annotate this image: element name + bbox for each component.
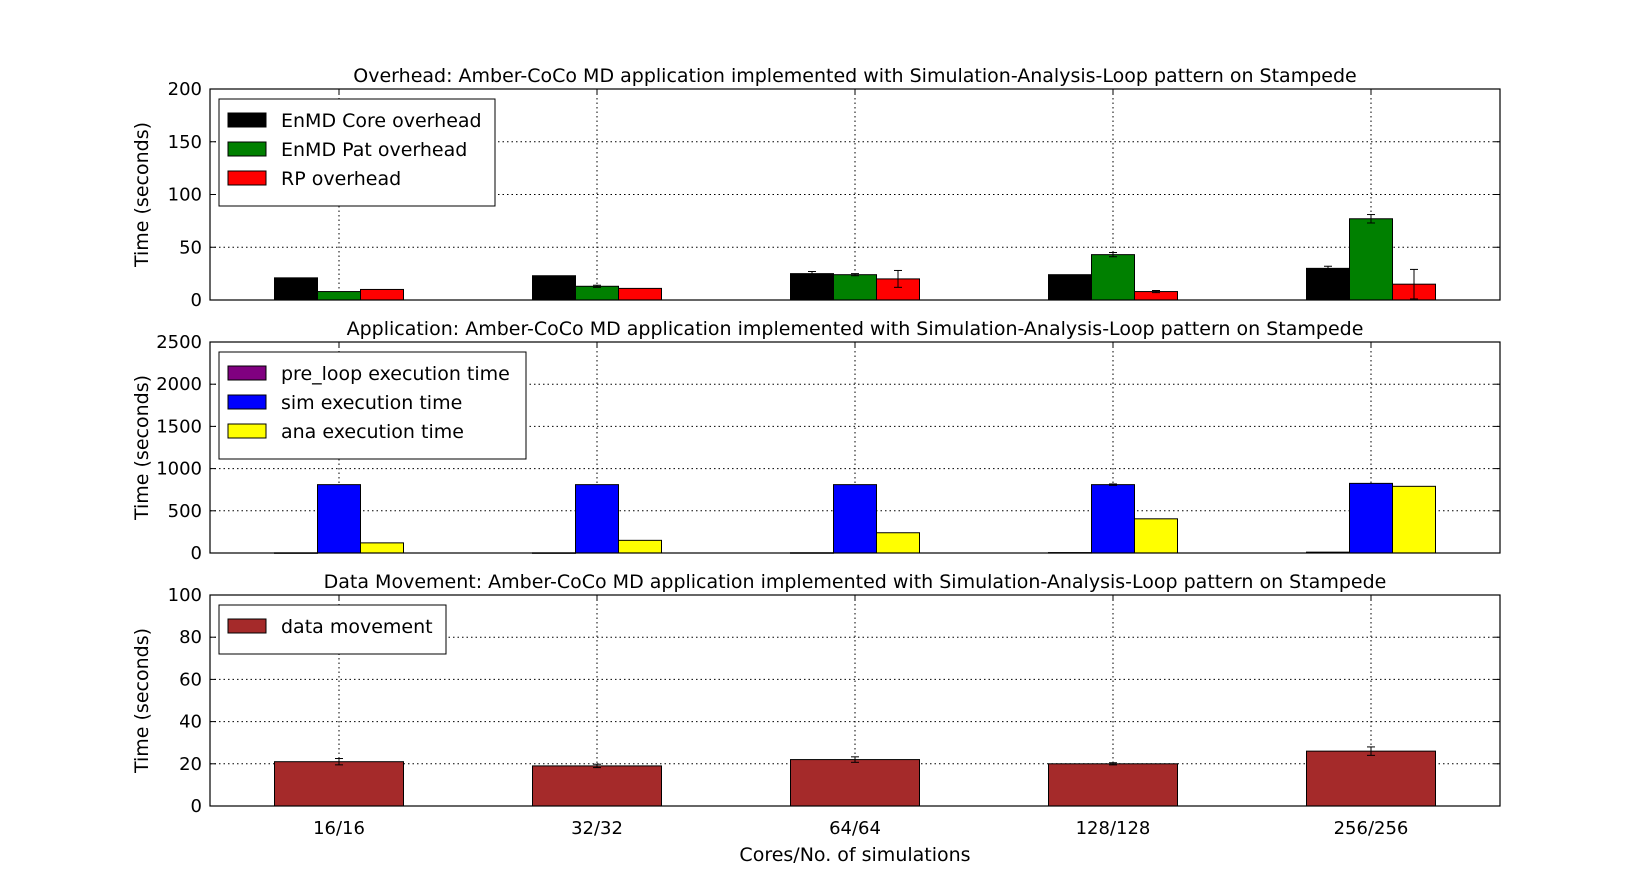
bar: [575, 285, 619, 301]
legend-label: data movement: [281, 616, 433, 638]
axes-frame: [209, 88, 1501, 301]
x-tick-label: 32/32: [571, 818, 623, 839]
chart-panel-1: 0 500 1000 1500 2000 2500 Application: Amber-C…: [131, 318, 1501, 564]
legend-swatch: [227, 170, 267, 186]
bar: [317, 291, 361, 301]
bar: [833, 274, 877, 301]
bar: [1349, 482, 1393, 554]
bar: [1392, 485, 1436, 554]
chart-title: Overhead: Amber-CoCo MD application impl…: [353, 65, 1356, 87]
bar: [360, 288, 404, 301]
y-tick-label: 0: [191, 543, 202, 564]
chart-title: Data Movement: Amber-CoCo MD application…: [324, 571, 1387, 593]
legend-swatch: [227, 365, 267, 381]
bar: [575, 484, 619, 554]
y-tick-label: 200: [168, 79, 202, 100]
y-tick-label: 40: [179, 712, 202, 733]
chart-title: Application: Amber-CoCo MD application i…: [347, 318, 1364, 340]
y-tick-label: 60: [179, 669, 202, 690]
y-tick-label: 100: [168, 585, 202, 606]
legend: EnMD Core overhead EnMD Pat overhead RP ov…: [218, 98, 496, 207]
y-axis-label: Time (seconds): [131, 375, 153, 521]
legend-label: EnMD Core overhead: [281, 110, 482, 132]
bar: [833, 484, 877, 554]
bar: [1349, 218, 1393, 301]
y-tick-label: 100: [168, 185, 202, 206]
y-tick-label: 50: [179, 237, 202, 258]
chart-panel-2: 0 20 40 60 80 100 16/16 32/32 64/64 128/128 256/25…: [131, 571, 1501, 866]
legend-swatch: [227, 618, 267, 634]
x-axis-label: Cores/No. of simulations: [739, 844, 970, 866]
bar: [618, 287, 662, 301]
x-tick-label: 16/16: [313, 818, 365, 839]
x-tick-label: 256/256: [1334, 818, 1409, 839]
y-tick-label: 150: [168, 132, 202, 153]
legend: pre_loop execution time sim execution tim…: [218, 351, 527, 460]
y-axis-label: Time (seconds): [131, 628, 153, 774]
y-tick-label: 0: [191, 290, 202, 311]
bar: [1091, 484, 1135, 554]
legend-swatch: [227, 141, 267, 157]
y-tick-label: 20: [179, 754, 202, 775]
bar: [1306, 267, 1350, 301]
bar: [876, 532, 920, 554]
x-tick-label: 128/128: [1076, 818, 1151, 839]
y-tick-label: 2000: [156, 374, 202, 395]
legend-label: sim execution time: [281, 392, 462, 414]
axes-frame: [209, 594, 1501, 807]
legend-label: ana execution time: [281, 421, 464, 443]
bar: [532, 275, 576, 301]
legend-box: [218, 351, 527, 460]
y-tick-label: 500: [168, 501, 202, 522]
bar: [1048, 274, 1092, 301]
bar: [274, 761, 404, 807]
bar: [317, 484, 361, 554]
bar: [1306, 750, 1436, 807]
y-tick-label: 1000: [156, 459, 202, 480]
bar: [532, 765, 662, 807]
bar: [360, 542, 404, 554]
y-axis-label: Time (seconds): [131, 122, 153, 268]
chart-panel-0: 0 50 100 150 200 Overhead: Amber-CoCo MD appl…: [131, 65, 1501, 311]
bar: [1091, 254, 1135, 301]
y-tick-label: 80: [179, 627, 202, 648]
legend: data movement: [218, 604, 447, 655]
bar: [790, 273, 834, 301]
bar: [790, 759, 920, 807]
legend-swatch: [227, 423, 267, 439]
legend-label: EnMD Pat overhead: [281, 139, 467, 161]
bar: [274, 277, 318, 301]
x-tick-label: 64/64: [829, 818, 881, 839]
y-tick-label: 1500: [156, 416, 202, 437]
bar: [1048, 763, 1178, 807]
legend-label: RP overhead: [281, 168, 401, 190]
legend-label: pre_loop execution time: [281, 363, 510, 385]
legend-swatch: [227, 394, 267, 410]
bar: [1134, 518, 1178, 554]
axes-frame: [209, 341, 1501, 554]
bar: [618, 539, 662, 554]
y-tick-label: 0: [191, 796, 202, 817]
legend-swatch: [227, 112, 267, 128]
y-tick-label: 2500: [156, 332, 202, 353]
